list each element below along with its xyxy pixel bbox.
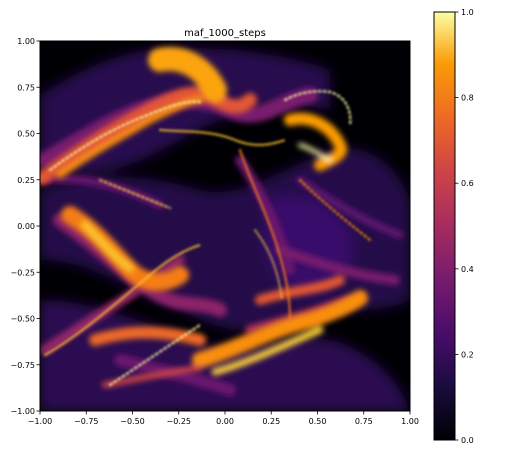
x-axis: −1.00 −0.75 −0.50 −0.25 0.00 0.25 0.50 0.75 1.00 bbox=[28, 411, 419, 426]
colorbar-tick-label: 0.2 bbox=[461, 350, 474, 359]
heatmap-streams-mid bbox=[40, 87, 404, 396]
y-axis: −1.00 −0.75 −0.50 −0.25 0.00 0.25 0.50 0.75 1.00 bbox=[10, 37, 40, 416]
colorbar-tick-label: 1.0 bbox=[461, 8, 474, 17]
x-tick-label: −0.25 bbox=[166, 417, 191, 426]
y-tick-label: 0.00 bbox=[17, 222, 35, 231]
x-tick-label: 1.00 bbox=[401, 417, 419, 426]
y-tick-label: 1.00 bbox=[17, 37, 35, 46]
colorbar-tick-label: 0.4 bbox=[461, 265, 474, 274]
colorbar-gradient bbox=[433, 11, 456, 441]
x-tick-label: −1.00 bbox=[28, 417, 53, 426]
heatmap-streams-bright bbox=[40, 47, 368, 388]
colorbar-tick-label: 0.6 bbox=[461, 179, 474, 188]
heatmap-area bbox=[40, 41, 410, 411]
y-tick-label: 0.75 bbox=[17, 83, 35, 92]
chart-title: maf_1000_steps bbox=[184, 28, 266, 39]
y-tick-label: −0.75 bbox=[10, 361, 35, 370]
x-tick-label: −0.75 bbox=[74, 417, 99, 426]
colorbar-ticks: 0.0 0.2 0.4 0.6 0.8 1.0 bbox=[455, 8, 474, 445]
x-tick-label: 0.75 bbox=[355, 417, 373, 426]
x-tick-label: 0.50 bbox=[309, 417, 327, 426]
colorbar: 0.0 0.2 0.4 0.6 0.8 1.0 bbox=[433, 8, 474, 445]
y-tick-label: −0.25 bbox=[10, 268, 35, 277]
colorbar-tick-label: 0.0 bbox=[461, 436, 474, 445]
y-tick-label: −1.00 bbox=[10, 407, 35, 416]
y-tick-label: 0.50 bbox=[17, 130, 35, 139]
y-tick-label: 0.25 bbox=[17, 176, 35, 185]
x-tick-label: −0.50 bbox=[120, 417, 145, 426]
y-tick-label: −0.50 bbox=[10, 315, 35, 324]
x-tick-label: 0.25 bbox=[262, 417, 280, 426]
colorbar-tick-label: 0.8 bbox=[461, 94, 474, 103]
x-tick-label: 0.00 bbox=[216, 417, 234, 426]
heatmap-filaments bbox=[44, 90, 371, 386]
